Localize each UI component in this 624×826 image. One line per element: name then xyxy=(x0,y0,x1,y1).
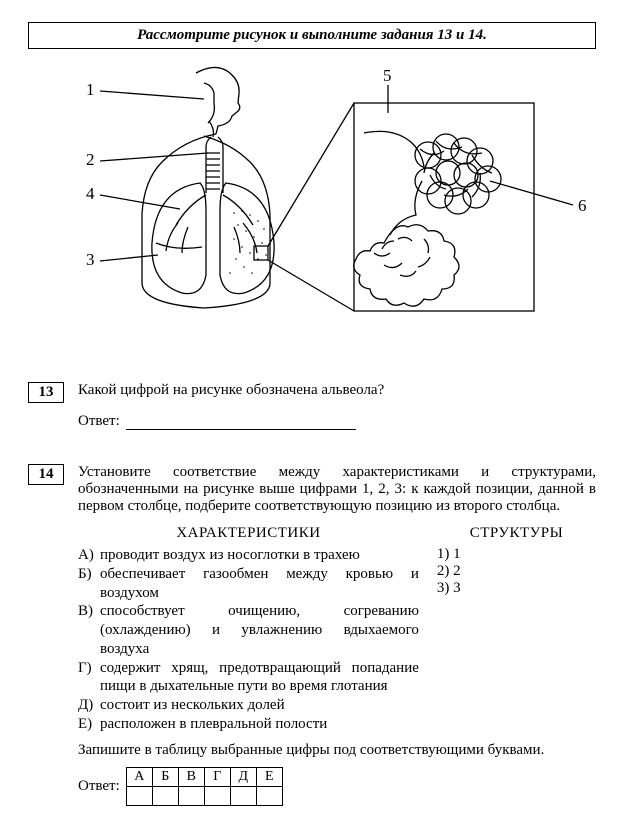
characteristic-text: обеспечивает газообмен между кровью и во… xyxy=(100,565,419,603)
characteristics-heading: ХАРАКТЕРИСТИКИ xyxy=(78,525,419,542)
answer-table-cell[interactable] xyxy=(256,786,282,805)
answer-table-header: Г xyxy=(204,767,230,786)
answer-table-cell[interactable] xyxy=(230,786,256,805)
answer-table-cell[interactable] xyxy=(126,786,152,805)
characteristic-letter: Г) xyxy=(78,659,100,697)
characteristic-item: Г)содержит хрящ, предотвращающий попадан… xyxy=(78,659,419,697)
diagram-label-2: 2 xyxy=(86,150,95,169)
characteristic-item: В)способствует очищению, согреванию (охл… xyxy=(78,602,419,658)
answer-table: АБВГДЕ xyxy=(126,767,283,806)
characteristic-text: содержит хрящ, предотвращающий попадание… xyxy=(100,659,419,697)
structure-item: 1) 1 xyxy=(437,546,596,563)
structures-heading: СТРУКТУРЫ xyxy=(437,525,596,542)
question-13-text: Какой цифрой на рисунке обозначена альве… xyxy=(78,382,596,399)
diagram-label-6: 6 xyxy=(578,196,587,215)
characteristic-text: состоит из нескольких долей xyxy=(100,696,285,715)
answer-table-header: Е xyxy=(256,767,282,786)
answer-label-14: Ответ: xyxy=(78,778,120,795)
characteristic-text: проводит воздух из носоглотки в трахею xyxy=(100,546,360,565)
structure-item: 2) 2 xyxy=(437,563,596,580)
answer-table-header: В xyxy=(178,767,204,786)
table-instruction: Запишите в таблицу выбранные цифры под с… xyxy=(78,742,596,759)
answer-blank-13[interactable] xyxy=(126,414,356,431)
characteristic-text: способствует очищению, согреванию (охлаж… xyxy=(100,602,419,658)
characteristic-item: Д)состоит из нескольких долей xyxy=(78,696,419,715)
respiratory-diagram: 1 2 4 3 5 6 xyxy=(28,63,588,323)
question-number-13: 13 xyxy=(28,382,64,403)
characteristic-item: Б)обеспечивает газообмен между кровью и … xyxy=(78,565,419,603)
characteristic-letter: Б) xyxy=(78,565,100,603)
answer-table-cell[interactable] xyxy=(204,786,230,805)
characteristic-item: Е)расположен в плевральной полости xyxy=(78,715,419,734)
answer-table-header: А xyxy=(126,767,152,786)
characteristic-letter: А) xyxy=(78,546,100,565)
characteristic-letter: Д) xyxy=(78,696,100,715)
answer-table-header: Б xyxy=(152,767,178,786)
question-number-14: 14 xyxy=(28,464,64,485)
diagram-label-1: 1 xyxy=(86,80,95,99)
question-13: 13 Какой цифрой на рисунке обозначена ал… xyxy=(28,382,596,430)
characteristic-item: А)проводит воздух из носоглотки в трахею xyxy=(78,546,419,565)
diagram-label-3: 3 xyxy=(86,250,95,269)
diagram-label-5: 5 xyxy=(383,66,392,85)
answer-table-header: Д xyxy=(230,767,256,786)
characteristic-letter: Е) xyxy=(78,715,100,734)
answer-label-13: Ответ: xyxy=(78,413,120,430)
structure-item: 3) 3 xyxy=(437,580,596,597)
answer-table-cell[interactable] xyxy=(152,786,178,805)
characteristic-letter: В) xyxy=(78,602,100,658)
instruction-header: Рассмотрите рисунок и выполните задания … xyxy=(28,22,596,49)
answer-table-cell[interactable] xyxy=(178,786,204,805)
question-14: 14 Установите соответствие между характе… xyxy=(28,464,596,806)
characteristic-text: расположен в плевральной полости xyxy=(100,715,327,734)
diagram-label-4: 4 xyxy=(86,184,95,203)
question-14-text: Установите соответствие между характерис… xyxy=(78,464,596,515)
